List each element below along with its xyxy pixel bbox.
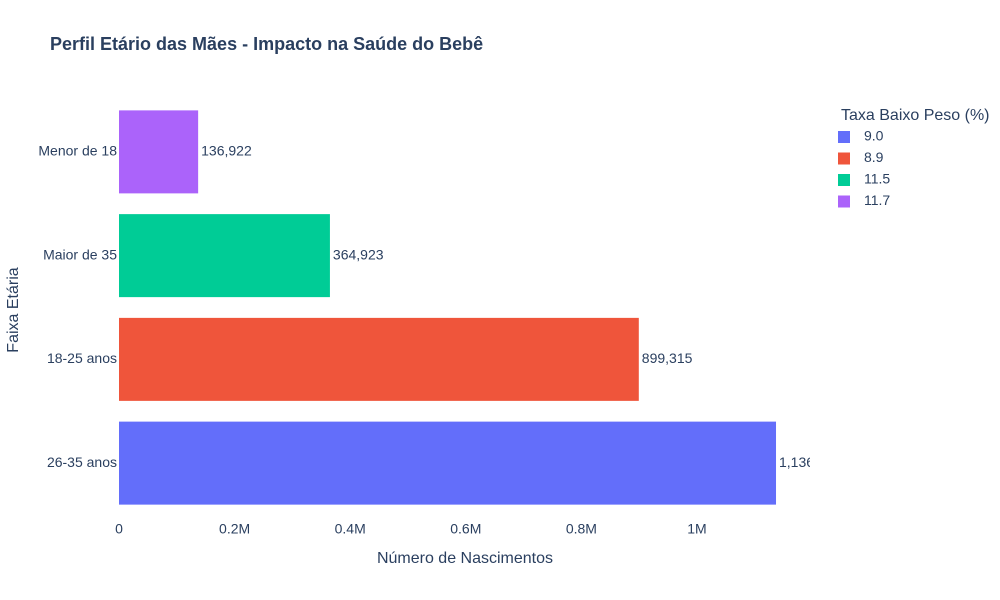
legend-label: 9.0 bbox=[864, 128, 884, 144]
legend-label: 11.7 bbox=[864, 192, 890, 208]
y-tick-label: 18-25 anos bbox=[47, 350, 117, 366]
legend-swatch bbox=[838, 195, 850, 208]
bar-value-label: 136,922 bbox=[201, 143, 252, 159]
x-tick-label: 1M bbox=[687, 521, 706, 537]
legend-swatch bbox=[838, 174, 850, 186]
bar-value-label: 899,315 bbox=[642, 350, 693, 366]
plot-area: 1,136,700 899,315 364,923 136,922 bbox=[119, 110, 841, 505]
legend-label: 11.5 bbox=[864, 171, 890, 187]
x-tick-label: 0.6M bbox=[450, 521, 481, 537]
bar bbox=[119, 110, 199, 194]
bar bbox=[119, 421, 777, 505]
legend-swatch bbox=[838, 152, 850, 165]
bar bbox=[119, 317, 639, 401]
chart-title: Perfil Etário das Mães - Impacto na Saúd… bbox=[50, 34, 483, 54]
bar bbox=[119, 214, 330, 298]
x-axis-title: Número de Nascimentos bbox=[377, 550, 553, 567]
x-tick-label: 0.2M bbox=[219, 521, 250, 537]
y-tick-label: 26-35 anos bbox=[47, 454, 117, 470]
x-tick-label: 0.4M bbox=[335, 521, 366, 537]
y-axis-title: Faixa Etária bbox=[5, 267, 22, 352]
legend-title: Taxa Baixo Peso (%) bbox=[841, 107, 990, 124]
bar-value-label: 364,923 bbox=[333, 246, 384, 262]
x-tick-label: 0 bbox=[115, 521, 123, 537]
y-tick-label: Menor de 18 bbox=[38, 143, 117, 159]
legend-swatch bbox=[838, 131, 850, 143]
x-tick-label: 0.8M bbox=[566, 521, 597, 537]
legend-label: 8.9 bbox=[864, 149, 884, 165]
y-tick-label: Maior de 35 bbox=[43, 246, 117, 262]
bar-value-label: 1,136,700 bbox=[779, 454, 841, 470]
